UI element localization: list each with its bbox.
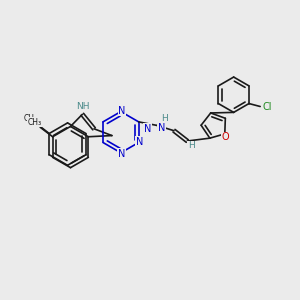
Text: N: N: [144, 124, 152, 134]
Text: Cl: Cl: [262, 102, 272, 112]
Text: N: N: [136, 136, 143, 147]
Text: O: O: [222, 132, 229, 142]
Text: N: N: [158, 123, 166, 133]
Text: N: N: [118, 106, 126, 116]
Text: H: H: [188, 141, 195, 150]
Text: H: H: [161, 114, 168, 123]
Text: CH₃: CH₃: [24, 114, 38, 123]
Text: CH₃: CH₃: [27, 118, 41, 127]
Text: NH: NH: [76, 102, 90, 111]
Text: N: N: [118, 149, 125, 159]
